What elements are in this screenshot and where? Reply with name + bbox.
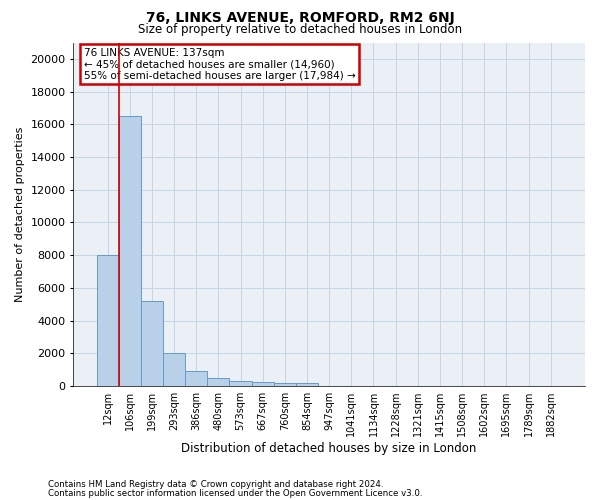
Text: Size of property relative to detached houses in London: Size of property relative to detached ho…	[138, 22, 462, 36]
Bar	[119, 116, 141, 386]
Text: 76, LINKS AVENUE, ROMFORD, RM2 6NJ: 76, LINKS AVENUE, ROMFORD, RM2 6NJ	[146, 11, 454, 25]
Bar	[229, 381, 251, 386]
X-axis label: Distribution of detached houses by size in London: Distribution of detached houses by size …	[181, 442, 477, 455]
Bar	[97, 255, 119, 386]
Bar	[208, 378, 229, 386]
Bar	[141, 301, 163, 386]
Text: Contains public sector information licensed under the Open Government Licence v3: Contains public sector information licen…	[48, 488, 422, 498]
Bar	[185, 372, 208, 386]
Bar	[274, 383, 296, 386]
Bar	[251, 382, 274, 386]
Y-axis label: Number of detached properties: Number of detached properties	[15, 126, 25, 302]
Text: Contains HM Land Registry data © Crown copyright and database right 2024.: Contains HM Land Registry data © Crown c…	[48, 480, 383, 489]
Bar	[296, 383, 318, 386]
Text: 76 LINKS AVENUE: 137sqm
← 45% of detached houses are smaller (14,960)
55% of sem: 76 LINKS AVENUE: 137sqm ← 45% of detache…	[83, 48, 355, 81]
Bar	[163, 354, 185, 386]
